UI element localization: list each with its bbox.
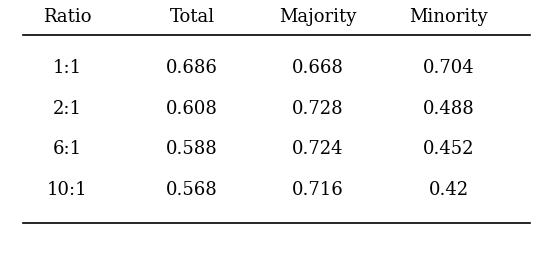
Text: 0.728: 0.728 xyxy=(292,100,344,118)
Text: 1:1: 1:1 xyxy=(52,59,82,77)
Text: 2:1: 2:1 xyxy=(52,100,81,118)
Text: 0.568: 0.568 xyxy=(167,181,218,199)
Text: 0.42: 0.42 xyxy=(429,181,469,199)
Text: Total: Total xyxy=(170,8,215,26)
Text: 0.608: 0.608 xyxy=(166,100,218,118)
Text: 0.716: 0.716 xyxy=(292,181,344,199)
Text: 0.704: 0.704 xyxy=(423,59,474,77)
Text: Majority: Majority xyxy=(279,8,356,26)
Text: 0.488: 0.488 xyxy=(423,100,475,118)
Text: 0.588: 0.588 xyxy=(167,140,218,158)
Text: 10:1: 10:1 xyxy=(47,181,87,199)
Text: Ratio: Ratio xyxy=(43,8,91,26)
Text: 6:1: 6:1 xyxy=(52,140,82,158)
Text: 0.724: 0.724 xyxy=(292,140,344,158)
Text: 0.686: 0.686 xyxy=(166,59,218,77)
Text: Minority: Minority xyxy=(409,8,488,26)
Text: 0.452: 0.452 xyxy=(423,140,474,158)
Text: 0.668: 0.668 xyxy=(292,59,344,77)
